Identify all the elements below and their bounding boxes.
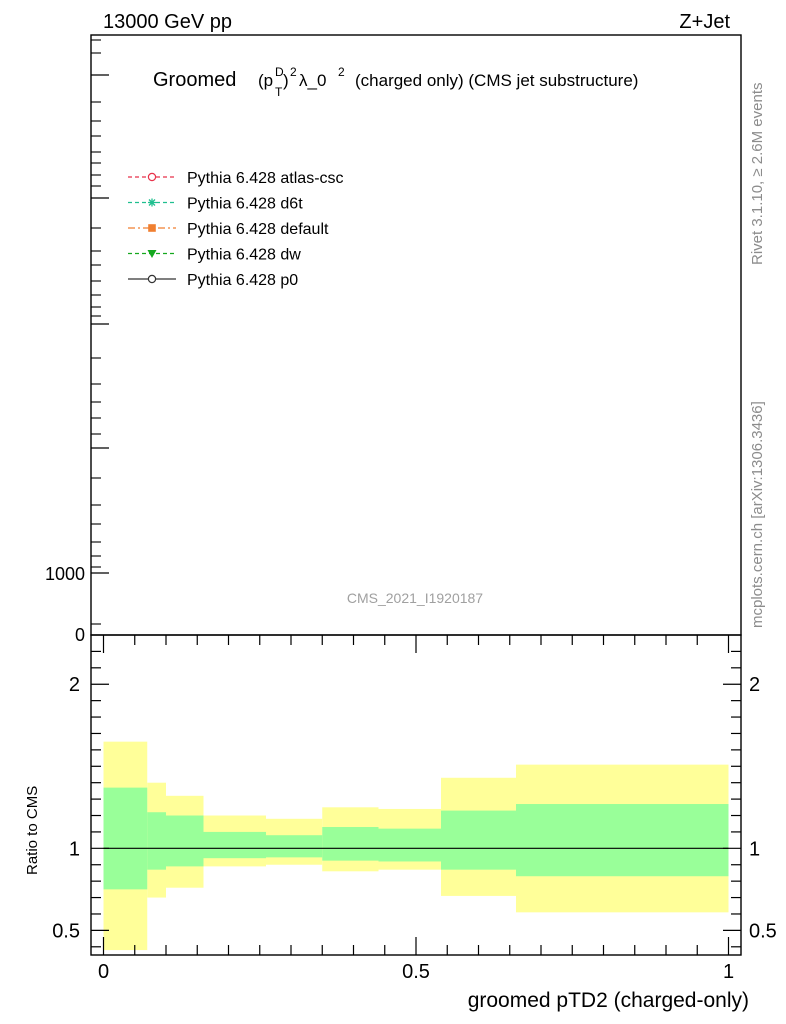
ratio-y-axis-label: Ratio to CMS bbox=[24, 786, 41, 875]
legend-label: Pythia 6.428 p0 bbox=[187, 272, 298, 289]
legend-marker bbox=[147, 172, 157, 182]
green-band-bin bbox=[103, 787, 148, 890]
legend-label: Pythia 6.428 default bbox=[187, 221, 329, 238]
green-band-bin bbox=[441, 810, 516, 870]
energy-label: 13000 GeV pp bbox=[103, 11, 232, 33]
green-band-bin bbox=[203, 831, 266, 859]
title-formula-sq1: 2 bbox=[290, 65, 297, 79]
analysis-watermark: CMS_2021_I1920187 bbox=[347, 590, 483, 606]
ratio-y-tick-label-left: 0.5 bbox=[52, 920, 80, 942]
ratio-y-tick-label-left: 2 bbox=[69, 674, 80, 696]
title-formula-close: ) bbox=[283, 71, 289, 90]
ratio-y-tick-label-right: 0.5 bbox=[749, 920, 777, 942]
legend-entry: Pythia 6.428 d6t bbox=[128, 196, 303, 213]
title-rest: (charged only) (CMS jet substructure) bbox=[355, 71, 638, 90]
legend-label: Pythia 6.428 atlas-csc bbox=[187, 170, 344, 187]
main-y-tick-label-0: 0 bbox=[75, 625, 85, 645]
legend-marker bbox=[148, 198, 156, 207]
main-y-minor-ticks bbox=[91, 39, 109, 625]
legend-label: Pythia 6.428 d6t bbox=[187, 196, 303, 213]
legend-label: Pythia 6.428 dw bbox=[187, 247, 301, 264]
ratio-tick-labels: 0.5 0.5 1 1 2 2 0 0.5 1 bbox=[52, 674, 777, 983]
title-prefix: Groomed bbox=[153, 69, 236, 91]
process-label: Z+Jet bbox=[679, 11, 730, 33]
legend-entry: Pythia 6.428 dw bbox=[128, 247, 301, 264]
main-plot-panel: Groomed (p D T ) 2 λ_0 2 (charged only) … bbox=[45, 34, 742, 645]
title-suffix: λ_0 bbox=[299, 71, 326, 90]
legend-entry: Pythia 6.428 p0 bbox=[128, 272, 298, 289]
title-formula-D: D bbox=[275, 65, 284, 79]
title-formula-T: T bbox=[275, 85, 283, 99]
green-band-bin bbox=[147, 812, 166, 870]
green-band-bin bbox=[322, 827, 379, 861]
mcplots-label: mcplots.cern.ch [arXiv:1306.3436] bbox=[749, 401, 766, 628]
legend-marker bbox=[148, 224, 156, 232]
green-band-bin bbox=[516, 804, 729, 877]
main-plot-frame bbox=[90, 34, 742, 636]
title-formula-p: (p bbox=[258, 71, 273, 90]
main-y-tick-label-1000: 1000 bbox=[45, 564, 85, 584]
legend: Pythia 6.428 atlas-csc Pythia 6.428 d6t Py… bbox=[128, 170, 344, 289]
x-tick-label: 0 bbox=[98, 961, 109, 983]
legend-entry: Pythia 6.428 default bbox=[128, 221, 329, 238]
title-formula-sq2: 2 bbox=[338, 65, 345, 79]
green-band-bin bbox=[166, 815, 204, 867]
ratio-axis-ticks bbox=[91, 635, 741, 955]
x-tick-label: 0.5 bbox=[402, 961, 430, 983]
ratio-y-tick-label-right: 1 bbox=[749, 838, 760, 860]
plot-title: Groomed (p D T ) 2 λ_0 2 (charged only) … bbox=[153, 65, 638, 99]
ratio-y-tick-label-left: 1 bbox=[69, 838, 80, 860]
rivet-label: Rivet 3.1.10, ≥ 2.6M events bbox=[749, 83, 766, 266]
ratio-plot-panel: 0.5 0.5 1 1 2 2 0 0.5 1 Ratio to CMS groomed pTD… bbox=[24, 634, 777, 1012]
legend-marker bbox=[147, 274, 157, 284]
ratio-uncertainty-bands bbox=[103, 741, 729, 951]
green-band-bin bbox=[266, 835, 323, 858]
x-axis-label: groomed pTD2 (charged-only) bbox=[468, 989, 749, 1012]
legend-entry: Pythia 6.428 atlas-csc bbox=[128, 170, 344, 187]
ratio-y-tick-label-right: 2 bbox=[749, 674, 760, 696]
x-tick-label: 1 bbox=[723, 961, 734, 983]
green-band-bin bbox=[378, 828, 441, 862]
legend-marker bbox=[147, 250, 157, 258]
